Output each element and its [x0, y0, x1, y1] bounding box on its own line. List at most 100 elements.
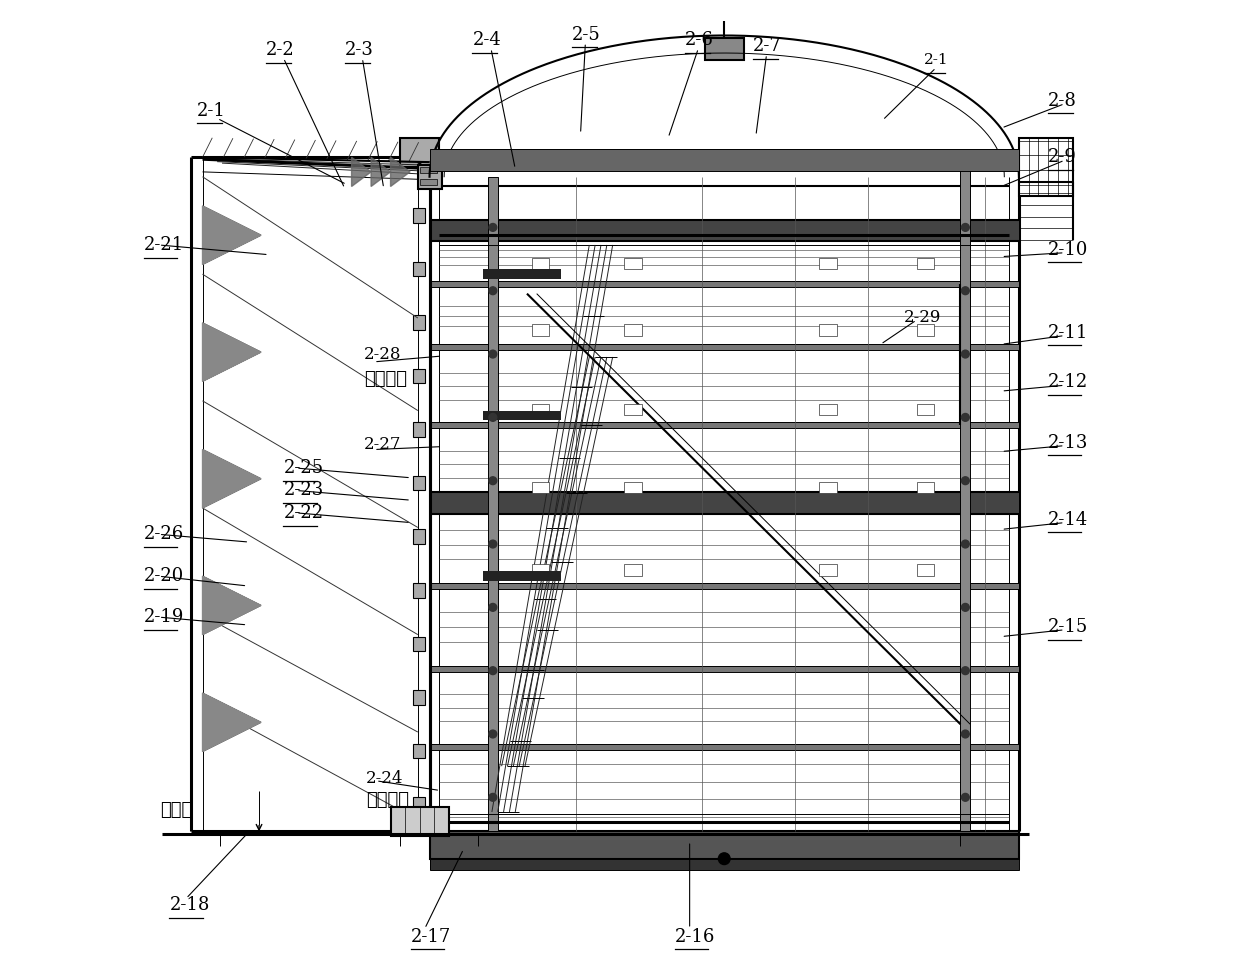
Bar — [413, 422, 425, 437]
Bar — [430, 344, 1018, 350]
Bar — [430, 831, 1018, 859]
Polygon shape — [202, 206, 261, 265]
Bar — [413, 743, 425, 758]
Bar — [400, 138, 440, 167]
Bar — [532, 404, 549, 415]
Text: 2-10: 2-10 — [1048, 240, 1089, 259]
Bar — [413, 690, 425, 704]
Circle shape — [961, 350, 969, 358]
Bar — [960, 167, 970, 831]
Bar — [624, 323, 642, 335]
Bar — [483, 572, 561, 581]
Text: 2-15: 2-15 — [1048, 617, 1088, 636]
Bar — [917, 482, 934, 493]
Text: 2-8: 2-8 — [1048, 92, 1077, 109]
Bar — [532, 565, 549, 576]
Circle shape — [489, 287, 497, 295]
Bar — [430, 743, 1018, 749]
Text: 2-27: 2-27 — [364, 436, 401, 453]
Text: 基础面: 基础面 — [160, 801, 192, 819]
Circle shape — [719, 853, 730, 865]
Text: 2-14: 2-14 — [1048, 511, 1088, 529]
Text: 2-1: 2-1 — [924, 53, 949, 66]
Text: 活塞到顶: 活塞到顶 — [364, 370, 408, 389]
Bar — [430, 422, 1018, 428]
Circle shape — [961, 730, 969, 738]
Text: 2-7: 2-7 — [753, 37, 782, 56]
Bar — [532, 482, 549, 493]
Circle shape — [489, 793, 497, 801]
Bar — [430, 859, 1018, 871]
Text: 2-5: 2-5 — [571, 25, 601, 44]
Circle shape — [489, 413, 497, 421]
Circle shape — [961, 413, 969, 421]
Circle shape — [961, 287, 969, 295]
Bar — [483, 410, 561, 420]
Polygon shape — [202, 693, 261, 751]
Bar — [430, 281, 1018, 287]
Bar — [819, 323, 836, 335]
Circle shape — [961, 666, 969, 674]
Bar — [420, 179, 437, 185]
Circle shape — [961, 604, 969, 612]
Bar — [390, 807, 449, 836]
Text: 2-1: 2-1 — [197, 102, 225, 119]
Bar — [483, 572, 561, 581]
Bar — [624, 565, 642, 576]
Bar — [413, 208, 425, 223]
Bar — [819, 482, 836, 493]
Bar — [624, 404, 642, 415]
Bar — [917, 565, 934, 576]
Text: 2-21: 2-21 — [144, 235, 185, 254]
Bar — [413, 583, 425, 598]
Text: 2-12: 2-12 — [1048, 373, 1088, 392]
Text: 2-26: 2-26 — [144, 526, 185, 543]
Bar — [413, 797, 425, 812]
Bar — [917, 323, 934, 335]
Bar — [430, 149, 1018, 171]
Polygon shape — [202, 449, 261, 508]
Text: 2-17: 2-17 — [411, 927, 451, 946]
Text: 2-3: 2-3 — [344, 41, 374, 59]
Bar — [413, 316, 425, 329]
Bar — [413, 530, 425, 544]
Text: 2-28: 2-28 — [364, 346, 401, 362]
Bar — [430, 220, 1018, 241]
Circle shape — [961, 477, 969, 485]
Bar — [413, 262, 425, 276]
Bar — [483, 270, 561, 279]
Text: 2-6: 2-6 — [685, 31, 714, 50]
Bar — [624, 482, 642, 493]
Bar — [418, 165, 442, 190]
Polygon shape — [352, 157, 370, 187]
Bar — [532, 258, 549, 270]
Text: 2-24: 2-24 — [367, 770, 404, 787]
Bar — [819, 565, 836, 576]
Bar — [413, 368, 425, 383]
Circle shape — [961, 540, 969, 548]
Text: 2-11: 2-11 — [1048, 323, 1089, 342]
Circle shape — [489, 604, 497, 612]
Circle shape — [489, 224, 497, 232]
Bar — [819, 404, 836, 415]
Bar — [532, 323, 549, 335]
Bar — [488, 177, 498, 831]
Text: 2-16: 2-16 — [675, 927, 715, 946]
Bar — [430, 149, 1018, 171]
Bar — [430, 492, 1018, 514]
Circle shape — [489, 477, 497, 485]
Text: 2-13: 2-13 — [1048, 434, 1089, 451]
Text: 2-23: 2-23 — [284, 482, 323, 499]
Bar — [705, 38, 743, 60]
Text: 2-20: 2-20 — [144, 568, 185, 585]
Polygon shape — [390, 157, 410, 187]
Bar — [624, 258, 642, 270]
Circle shape — [489, 730, 497, 738]
Bar — [430, 665, 1018, 671]
Polygon shape — [202, 322, 261, 381]
Bar — [819, 258, 836, 270]
Circle shape — [489, 540, 497, 548]
Text: 2-2: 2-2 — [266, 41, 295, 59]
Text: 2-4: 2-4 — [472, 31, 501, 50]
Text: 活塞落底: 活塞落底 — [367, 791, 409, 809]
